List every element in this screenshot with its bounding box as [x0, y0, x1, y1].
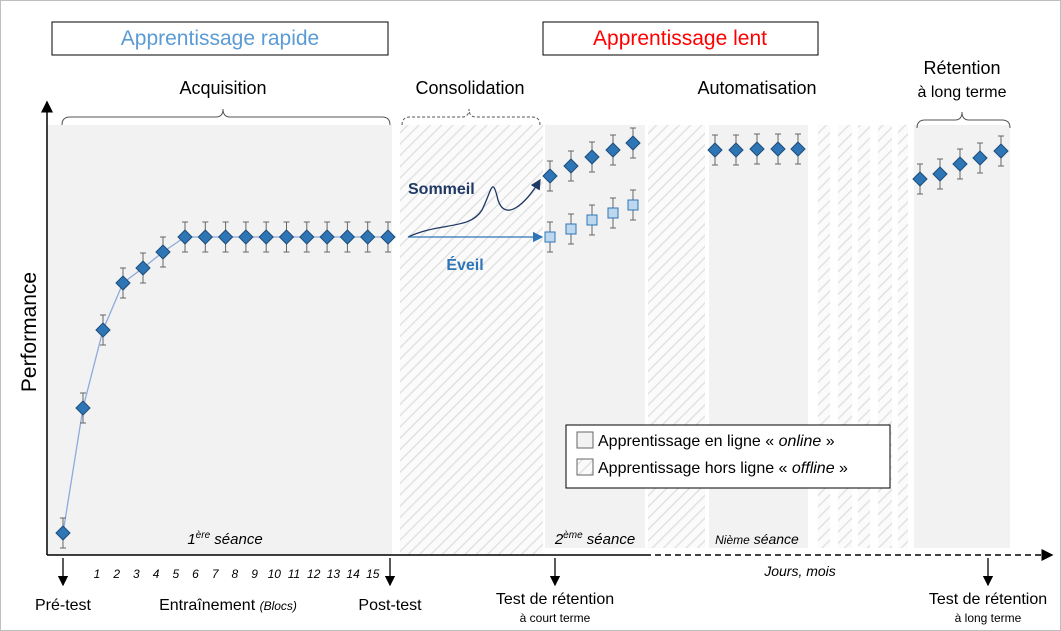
marker [972, 150, 988, 166]
phase-label: à long terme [918, 84, 1007, 101]
marker [319, 229, 335, 245]
legend: Apprentissage en ligne « online » Appren… [565, 424, 891, 489]
marker [278, 229, 295, 245]
marker [749, 141, 765, 157]
phase-label: Acquisition [179, 78, 266, 98]
marker [542, 168, 558, 184]
bottom-sublabel: à court terme [520, 611, 591, 625]
block-number: 2 [112, 567, 120, 581]
block-number: 11 [288, 567, 300, 581]
marker [912, 171, 928, 187]
wake-label: Éveil [446, 255, 483, 274]
marker [607, 207, 619, 219]
marker [627, 199, 639, 211]
phase-label: Consolidation [415, 78, 524, 98]
marker [993, 143, 1009, 159]
marker [586, 214, 598, 226]
brace [916, 111, 1011, 129]
legend-entry: Apprentissage en ligne « online » [598, 433, 835, 450]
phase-label: Automatisation [697, 78, 816, 98]
marker [625, 135, 641, 151]
phase-label: Rétention [923, 58, 1000, 78]
marker [605, 142, 621, 158]
bottom-label: Post-test [358, 597, 422, 614]
block-number: 9 [251, 567, 258, 581]
marker [728, 142, 744, 158]
marker [563, 158, 579, 174]
bottom-sublabel: à long terme [955, 611, 1022, 625]
marker [359, 229, 376, 245]
marker [75, 400, 91, 416]
marker [238, 229, 254, 245]
bottom-label: Test de rétention [929, 591, 1047, 608]
time-label: Jours, mois [763, 563, 836, 579]
sleep-label: Sommeil [408, 181, 475, 198]
marker [177, 229, 193, 245]
block-number: 5 [172, 567, 179, 581]
block-number: 15 [366, 567, 380, 581]
y-axis-label: Performance [18, 272, 41, 392]
regions [47, 125, 1010, 555]
session-label: 1ère séance [187, 530, 262, 548]
marker [932, 166, 948, 182]
marker [544, 231, 556, 243]
block-number: 3 [133, 567, 140, 581]
fast-box [51, 21, 389, 56]
marker [217, 229, 234, 245]
block-number: 14 [346, 567, 360, 581]
marker [707, 142, 723, 158]
slow-title: Apprentissage lent [593, 27, 767, 50]
brace [401, 108, 541, 126]
marker [565, 223, 577, 235]
block-number: 4 [153, 567, 160, 581]
fast-title: Apprentissage rapide [121, 27, 319, 50]
marker [55, 525, 71, 541]
marker [258, 229, 274, 245]
marker [952, 156, 968, 172]
block-number: 1 [94, 567, 101, 581]
bottom-label: Entraînement (Blocs) [159, 597, 297, 614]
session-label: 2ème séance [554, 530, 635, 548]
block-number: 6 [192, 567, 199, 581]
marker [584, 149, 600, 165]
marker [790, 141, 806, 157]
marker [299, 229, 315, 245]
brace [61, 108, 391, 126]
bottom-label: Pré-test [35, 597, 92, 614]
dynamic: 1 2 3 4 5 6 7 8 9 10 11 12 13 14 15 [55, 127, 1009, 587]
marker [135, 260, 151, 276]
block-number: 8 [232, 567, 239, 581]
block-number: 10 [268, 567, 282, 581]
block-number: 12 [307, 567, 321, 581]
marker [155, 244, 171, 260]
legend-entry: Apprentissage hors ligne « offline » [598, 460, 848, 477]
marker [95, 322, 111, 338]
block-number: 7 [212, 567, 220, 581]
marker [339, 229, 356, 245]
bottom-label: Test de rétention [496, 591, 614, 608]
marker [380, 229, 396, 245]
marker [770, 141, 786, 157]
marker [197, 229, 214, 245]
sleep-arrow [407, 178, 541, 238]
marker [115, 275, 131, 291]
session-label: Nième séance [715, 531, 799, 547]
block-number: 13 [327, 567, 341, 581]
slow-box [542, 21, 819, 56]
